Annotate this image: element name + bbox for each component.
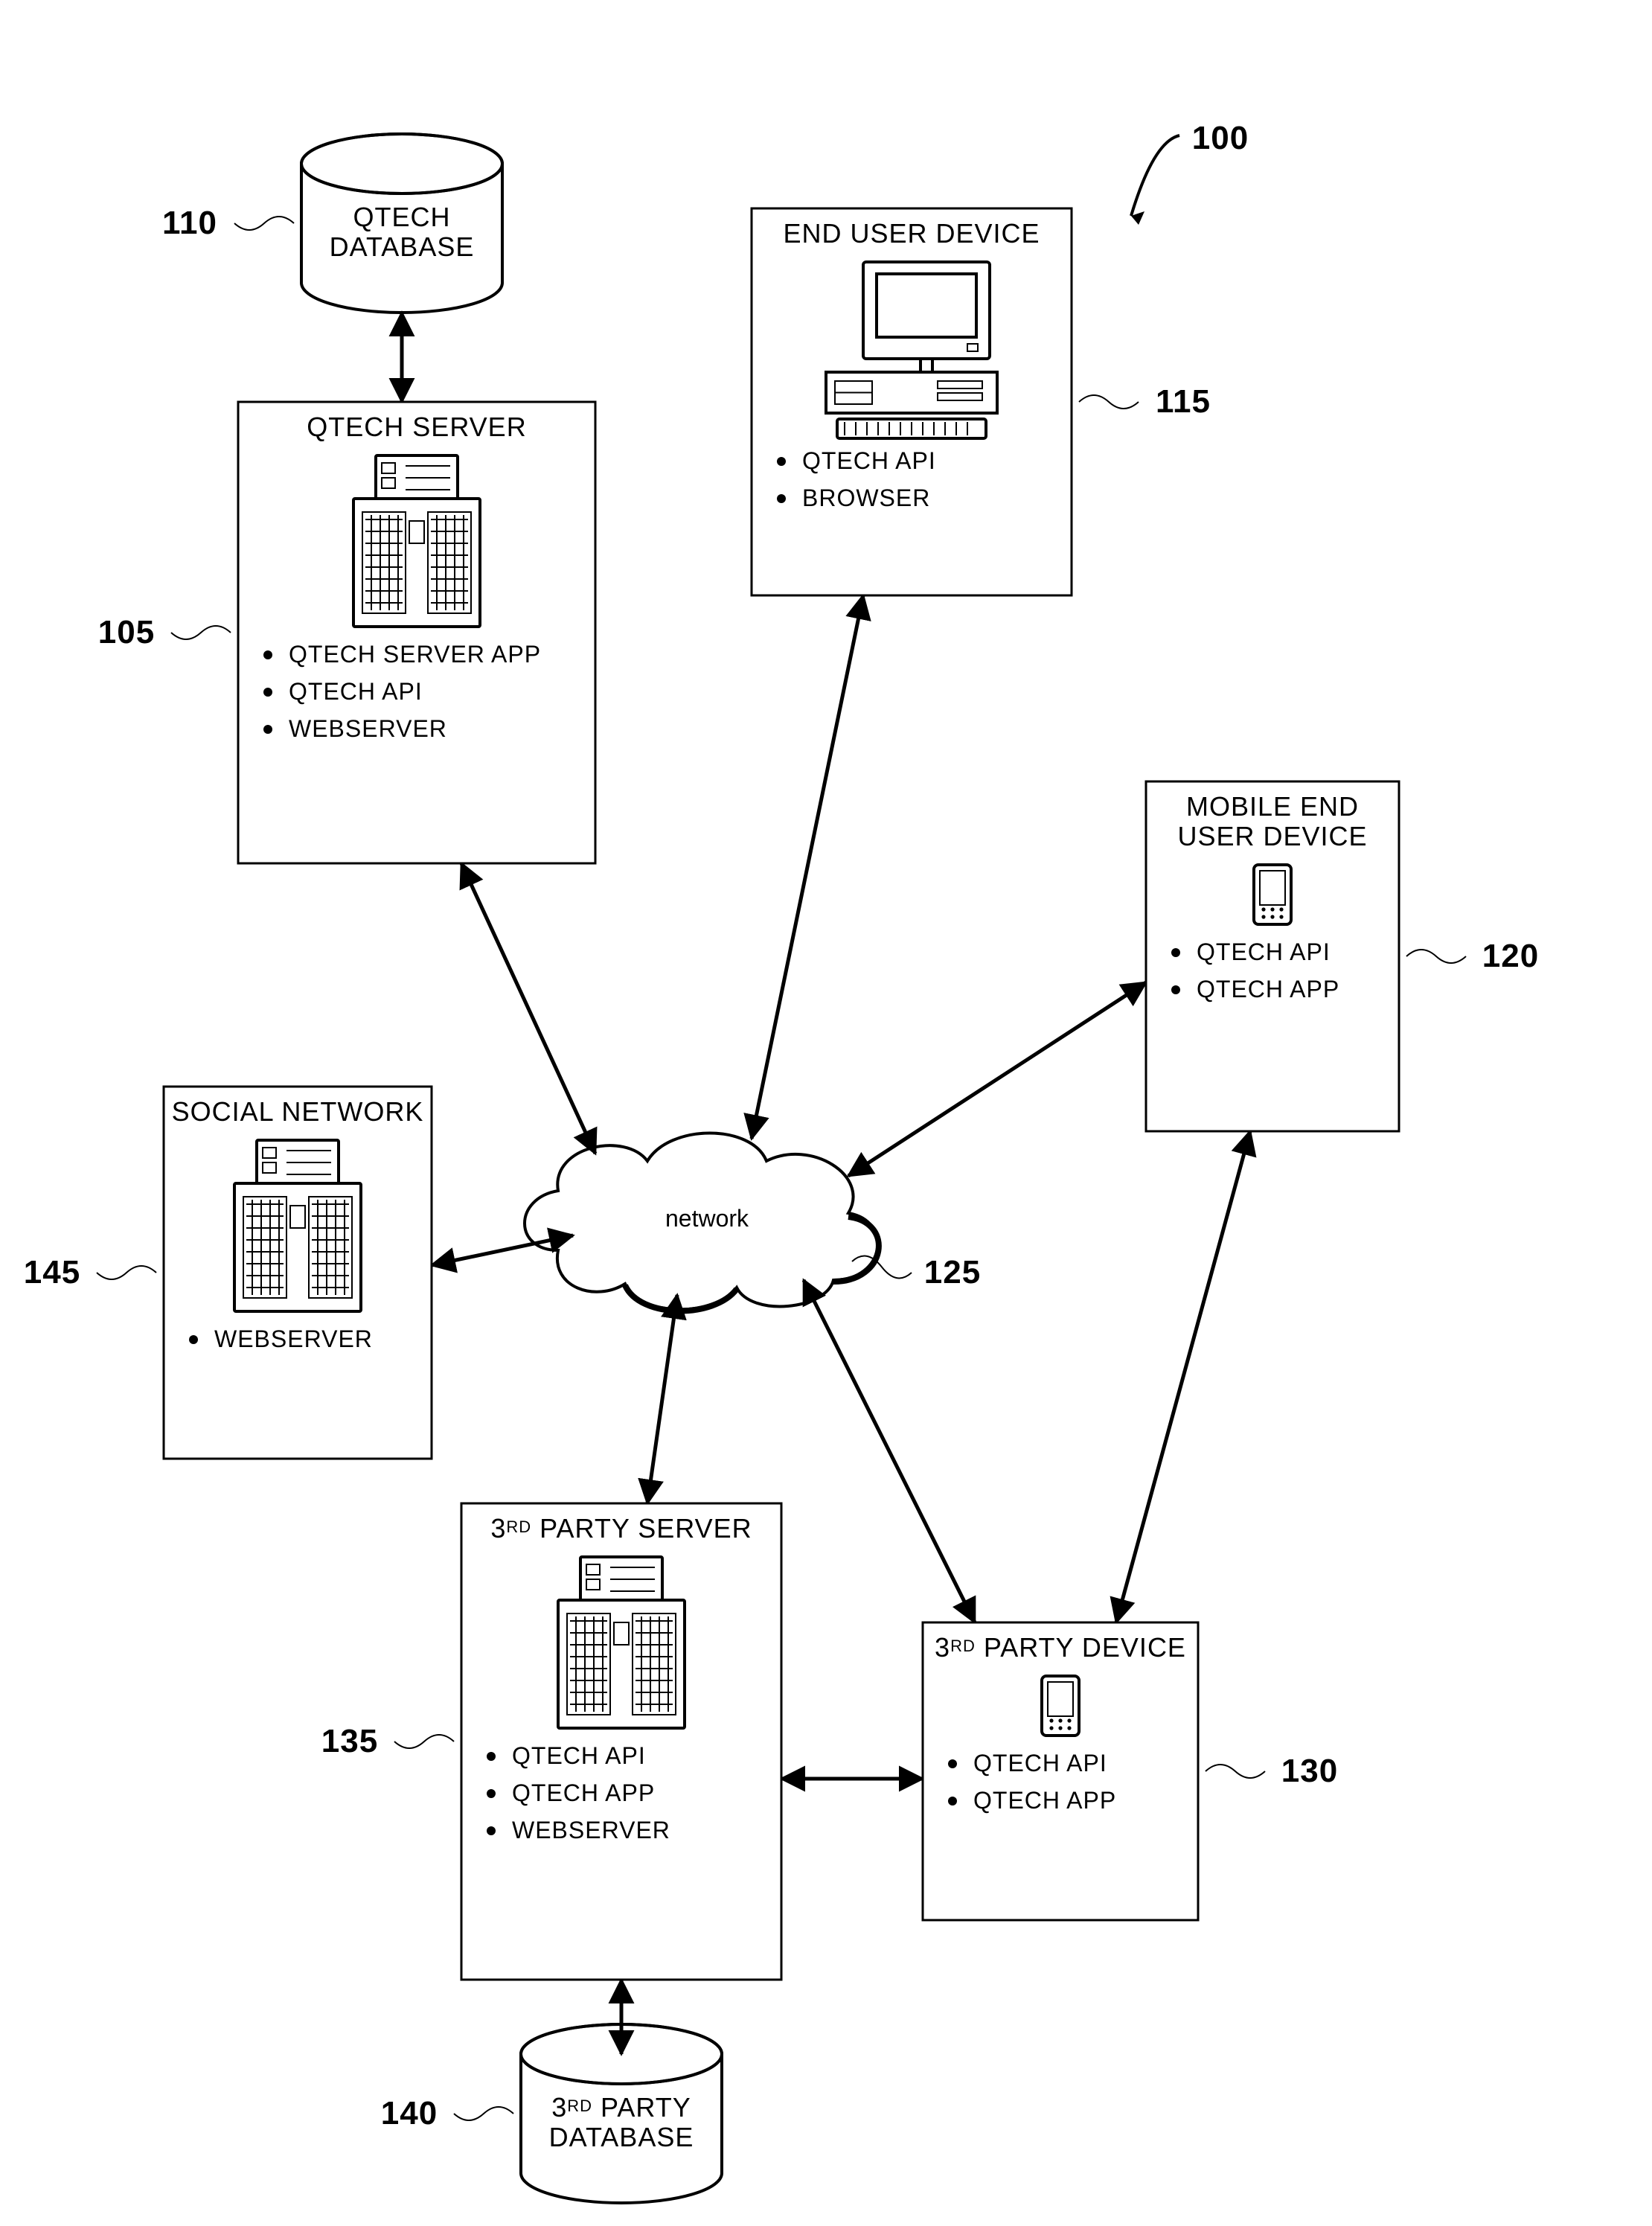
- ref-110: 110: [162, 205, 217, 241]
- ref-140: 140: [381, 2095, 438, 2131]
- edge-mobile-end-user-network-cloud: [848, 982, 1146, 1176]
- mobile-end-user-bullet: QTECH APP: [1197, 976, 1339, 1002]
- end-user-device-bullet: BROWSER: [802, 484, 930, 511]
- ref-100: 100: [1192, 120, 1249, 156]
- third-party-server-bullet: QTECH APP: [512, 1779, 655, 1806]
- ref-leader: [1079, 395, 1139, 409]
- third-party-db: 3RD PARTYDATABASE: [454, 2024, 722, 2203]
- system-network-diagram: networkQTECHDATABASEQTECH SERVERQTECH SE…: [0, 0, 1652, 2226]
- ref-115: 115: [1156, 383, 1211, 420]
- qtech-server-bullet: QTECH SERVER APP: [289, 641, 541, 668]
- bullet-dot: [1171, 948, 1180, 957]
- bullet-dot: [263, 688, 272, 697]
- ref-leader: [1406, 950, 1466, 963]
- ref-105: 105: [98, 614, 155, 650]
- third-party-db-label: DATABASE: [549, 2122, 694, 2152]
- ref-leader: [394, 1735, 454, 1748]
- edge-qtech-server-network-cloud: [461, 863, 595, 1154]
- bullet-dot: [487, 1752, 496, 1761]
- network-cloud: network: [525, 1133, 912, 1311]
- qtech-server-bullet: WEBSERVER: [289, 715, 447, 742]
- ref-leader: [234, 217, 294, 230]
- ref-130: 130: [1281, 1753, 1338, 1789]
- edge-third-party-server-network-cloud: [647, 1295, 677, 1503]
- bullet-dot: [948, 1759, 957, 1768]
- mobile-end-user-bullet: QTECH API: [1197, 938, 1331, 965]
- third-party-server: 3RD PARTY SERVERQTECH APIQTECH APPWEBSER…: [394, 1503, 781, 1980]
- bullet-dot: [777, 457, 786, 466]
- third-party-server-bullet: WEBSERVER: [512, 1817, 670, 1843]
- cloud-label: network: [665, 1205, 749, 1232]
- edge-third-party-device-mobile-end-user: [1116, 1131, 1250, 1622]
- ref-leader: [454, 2107, 513, 2120]
- bullet-dot: [189, 1335, 198, 1344]
- ref-120: 120: [1482, 938, 1539, 974]
- edge-third-party-device-network-cloud: [804, 1280, 975, 1622]
- third-party-device-bullet: QTECH API: [973, 1750, 1107, 1776]
- third-party-device-bullet: QTECH APP: [973, 1787, 1116, 1814]
- qtech-server: QTECH SERVER QTECH SERVER APP QTECH API WEB…: [171, 402, 595, 863]
- ref-135: 135: [321, 1723, 378, 1759]
- end-user-device-title: END USER DEVICE: [783, 218, 1040, 249]
- ref-leader: [1206, 1765, 1265, 1778]
- qtech-server-bullet: QTECH API: [289, 678, 423, 705]
- bullet-dot: [487, 1826, 496, 1835]
- edge-end-user-device-network-cloud: [752, 595, 863, 1139]
- bullet-dot: [1171, 985, 1180, 994]
- bullet-dot: [263, 650, 272, 659]
- qtech-server-title: QTECH SERVER: [307, 412, 526, 442]
- end-user-device-bullet: QTECH API: [802, 447, 936, 474]
- bullet-dot: [263, 725, 272, 734]
- qtech-db-label: DATABASE: [330, 231, 475, 262]
- social-network: SOCIAL NETWORK WEBSERVER: [97, 1087, 432, 1459]
- ref-125: 125: [924, 1254, 981, 1290]
- bullet-dot: [777, 494, 786, 503]
- qtech-db-label: QTECH: [353, 202, 451, 232]
- bullet-dot: [487, 1789, 496, 1798]
- qtech-db: QTECHDATABASE: [234, 134, 502, 313]
- social-network-title: SOCIAL NETWORK: [172, 1096, 424, 1127]
- bullet-dot: [948, 1797, 957, 1806]
- end-user-device: END USER DEVICE QTECH API BROWSER: [752, 208, 1139, 595]
- social-network-bullet: WEBSERVER: [214, 1325, 373, 1352]
- third-party-device: 3RD PARTY DEVICEQTECH APIQTECH APP: [923, 1622, 1265, 1920]
- ref-leader: [97, 1266, 156, 1279]
- mobile-end-user-title: MOBILE END: [1186, 791, 1359, 822]
- ref-145: 145: [24, 1254, 80, 1290]
- third-party-server-bullet: QTECH API: [512, 1742, 646, 1769]
- mobile-end-user-title: USER DEVICE: [1177, 821, 1367, 851]
- mobile-end-user: MOBILE ENDUSER DEVICE QTECH API QTECH APP: [1146, 781, 1466, 1131]
- ref-leader: [171, 626, 231, 639]
- ref-100-arrow: [1131, 135, 1179, 225]
- third-party-db-label: 3RD PARTY: [551, 2092, 691, 2123]
